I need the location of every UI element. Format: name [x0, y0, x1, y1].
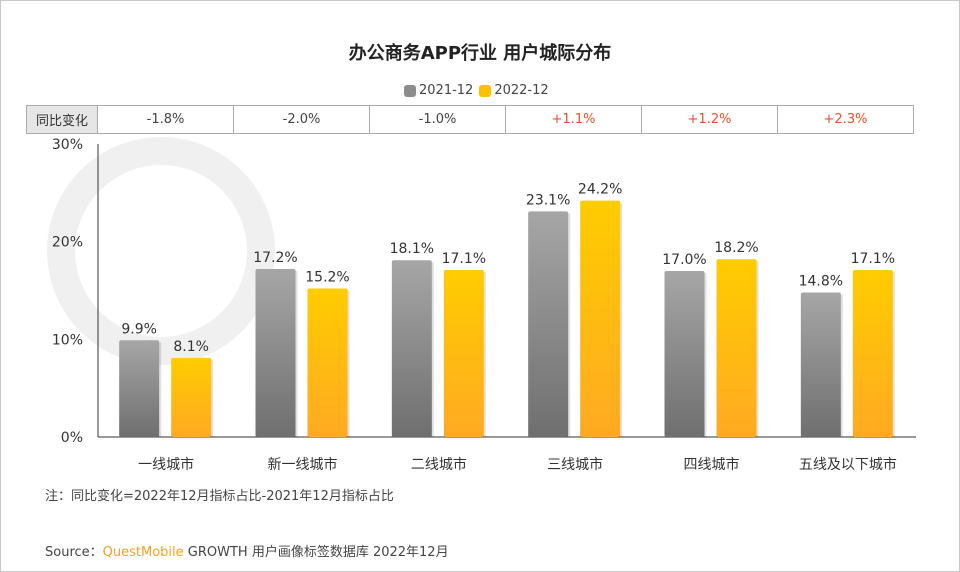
- y-tick-label: 0%: [61, 430, 83, 446]
- chart-title: 办公商务APP行业 用户城际分布: [348, 43, 612, 64]
- data-label: 17.2%: [253, 250, 297, 266]
- legend-item-2021: 2021-12: [404, 83, 473, 98]
- bar-2021-12: [119, 340, 160, 437]
- data-label: 8.1%: [173, 339, 209, 355]
- source-brand: QuestMobile: [102, 545, 184, 560]
- x-tick-label: 三线城市: [547, 456, 603, 473]
- legend-label: 2022-12: [494, 83, 549, 98]
- bar-2021-12: [664, 270, 705, 437]
- legend-label: 2021-12: [419, 83, 474, 98]
- y-tick-label: 20%: [52, 235, 83, 251]
- y-tick-label: 30%: [52, 137, 83, 153]
- data-label: 17.0%: [662, 252, 706, 268]
- data-label: 18.1%: [390, 241, 434, 257]
- yoy-cell: -1.8%: [97, 105, 234, 134]
- watermark: [47, 137, 275, 365]
- x-tick-label: 二线城市: [411, 456, 467, 473]
- yoy-table: 同比变化 -1.8% -2.0% -1.0% +1.1% +1.2% +2.3%: [26, 105, 914, 134]
- y-tick-label: 10%: [52, 332, 83, 348]
- yoy-cell: +1.1%: [505, 105, 642, 134]
- x-tick-label: 五线及以下城市: [799, 456, 897, 473]
- bar-2021-12: [528, 211, 569, 437]
- x-tick-label: 一线城市: [138, 456, 194, 473]
- yoy-header: 同比变化: [26, 105, 98, 134]
- bar-2021-12: [391, 260, 432, 437]
- bar-2022-12: [171, 357, 212, 437]
- data-label: 18.2%: [714, 240, 758, 256]
- data-label: 17.1%: [442, 251, 486, 267]
- bar-2021-12: [800, 292, 841, 437]
- source-rest: GROWTH 用户画像标签数据库 2022年12月: [183, 545, 449, 560]
- data-label: 23.1%: [526, 192, 570, 208]
- bar-2022-12: [307, 288, 348, 437]
- x-tick-label: 四线城市: [684, 456, 740, 473]
- yoy-cell: +2.3%: [777, 105, 914, 134]
- data-label: 17.1%: [851, 251, 895, 267]
- bar-2022-12: [443, 269, 484, 437]
- data-label: 15.2%: [305, 270, 349, 286]
- legend-swatch: [404, 84, 416, 97]
- source-prefix: Source：: [45, 545, 103, 560]
- bar-2022-12: [580, 200, 621, 437]
- bar-2021-12: [255, 269, 296, 437]
- footnote: 注：同比变化=2022年12月指标占比-2021年12月指标占比: [45, 489, 394, 504]
- legend-item-2022: 2022-12: [479, 83, 549, 98]
- source: Source：QuestMobile GROWTH 用户画像标签数据库 2022…: [45, 541, 449, 560]
- legend-swatch: [479, 84, 492, 97]
- legend: 2021-12 2022-12: [404, 83, 549, 98]
- data-label: 24.2%: [578, 182, 622, 198]
- bar-2022-12: [852, 269, 893, 437]
- yoy-cell: +1.2%: [641, 105, 778, 134]
- data-label: 9.9%: [121, 321, 157, 337]
- bar-2022-12: [716, 259, 757, 437]
- yoy-cell: -2.0%: [233, 105, 370, 134]
- yoy-cell: -1.0%: [369, 105, 506, 134]
- x-tick-label: 新一线城市: [268, 456, 338, 473]
- data-label: 14.8%: [799, 273, 843, 289]
